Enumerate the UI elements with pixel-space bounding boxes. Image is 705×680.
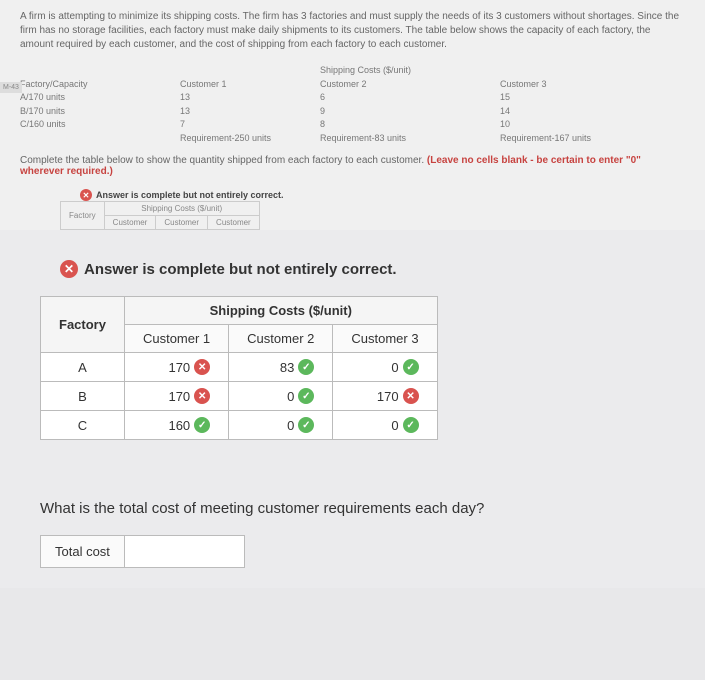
row-label: C <box>41 411 125 440</box>
val: 0 <box>391 418 398 433</box>
right-icon: ✓ <box>298 417 314 433</box>
col-factory-header: Factory/Capacity <box>20 78 180 92</box>
val: 170 <box>377 389 399 404</box>
val: 170 <box>168 389 190 404</box>
cell: 10 <box>500 118 620 132</box>
cell: 7 <box>180 118 320 132</box>
total-cost-label: Total cost <box>40 535 125 568</box>
val: 160 <box>168 418 190 433</box>
mini-c2: Customer <box>156 216 208 230</box>
factory-c: C/160 units <box>20 118 180 132</box>
row-label: A <box>41 353 125 382</box>
x-icon: ✕ <box>60 260 78 278</box>
c1-header: Customer 1 <box>124 325 228 353</box>
x-icon: ✕ <box>80 189 92 201</box>
factory-header: Factory <box>41 297 125 353</box>
mini-c3: Customer <box>208 216 260 230</box>
ship-header: Shipping Costs ($/unit) <box>124 297 437 325</box>
c2-header: Customer 2 <box>229 325 333 353</box>
mini-table: FactoryShipping Costs ($/unit) CustomerC… <box>60 201 260 230</box>
wrong-icon: ✕ <box>194 359 210 375</box>
feedback-main-text: Answer is complete but not entirely corr… <box>84 261 397 278</box>
ship-cost-header: Shipping Costs ($/unit) <box>320 64 500 78</box>
cell: 14 <box>500 105 620 119</box>
cell: 15 <box>500 91 620 105</box>
wrong-icon: ✕ <box>403 388 419 404</box>
mini-c1: Customer <box>104 216 156 230</box>
right-icon: ✓ <box>298 359 314 375</box>
wrong-icon: ✕ <box>194 388 210 404</box>
table-row: B 170 ✕ 0 ✓ 170 ✕ <box>41 382 438 411</box>
right-icon: ✓ <box>403 417 419 433</box>
instruction-pre: Complete the table below to show the qua… <box>20 155 427 166</box>
feedback-main: ✕ Answer is complete but not entirely co… <box>60 260 665 278</box>
col-c1-header: Customer 1 <box>180 78 320 92</box>
col-c3-header: Customer 3 <box>500 78 620 92</box>
col-c2-header: Customer 2 <box>320 78 500 92</box>
val: 0 <box>391 360 398 375</box>
side-tab: M-43 <box>0 82 22 93</box>
problem-text: A firm is attempting to minimize its shi… <box>20 10 685 52</box>
total-cost-question: What is the total cost of meeting custom… <box>40 500 665 517</box>
val: 170 <box>168 360 190 375</box>
cell: 8 <box>320 118 500 132</box>
req-3: Requirement-167 units <box>500 132 620 146</box>
val: 0 <box>287 389 294 404</box>
val: 0 <box>287 418 294 433</box>
mini-title: Shipping Costs ($/unit) <box>104 202 259 216</box>
answer-table: Factory Shipping Costs ($/unit) Customer… <box>40 296 438 440</box>
cell: 13 <box>180 105 320 119</box>
instruction: Complete the table below to show the qua… <box>20 155 685 177</box>
cell: 13 <box>180 91 320 105</box>
right-icon: ✓ <box>403 359 419 375</box>
feedback-small: ✕ Answer is complete but not entirely co… <box>80 189 685 201</box>
table-row: A 170 ✕ 83 ✓ 0 ✓ <box>41 353 438 382</box>
val: 83 <box>280 360 294 375</box>
req-2: Requirement-83 units <box>320 132 500 146</box>
right-icon: ✓ <box>298 388 314 404</box>
mini-factory: Factory <box>61 202 105 230</box>
table-row: C 160 ✓ 0 ✓ 0 ✓ <box>41 411 438 440</box>
right-icon: ✓ <box>194 417 210 433</box>
total-cost-input[interactable] <box>125 535 245 568</box>
cell: 9 <box>320 105 500 119</box>
c3-header: Customer 3 <box>333 325 437 353</box>
feedback-small-text: Answer is complete but not entirely corr… <box>96 190 284 200</box>
req-1: Requirement-250 units <box>180 132 320 146</box>
row-label: B <box>41 382 125 411</box>
factory-a: A/170 units <box>20 91 180 105</box>
factory-b: B/170 units <box>20 105 180 119</box>
cost-table: M-43 Shipping Costs ($/unit) Factory/Cap… <box>20 64 685 145</box>
cell: 6 <box>320 91 500 105</box>
